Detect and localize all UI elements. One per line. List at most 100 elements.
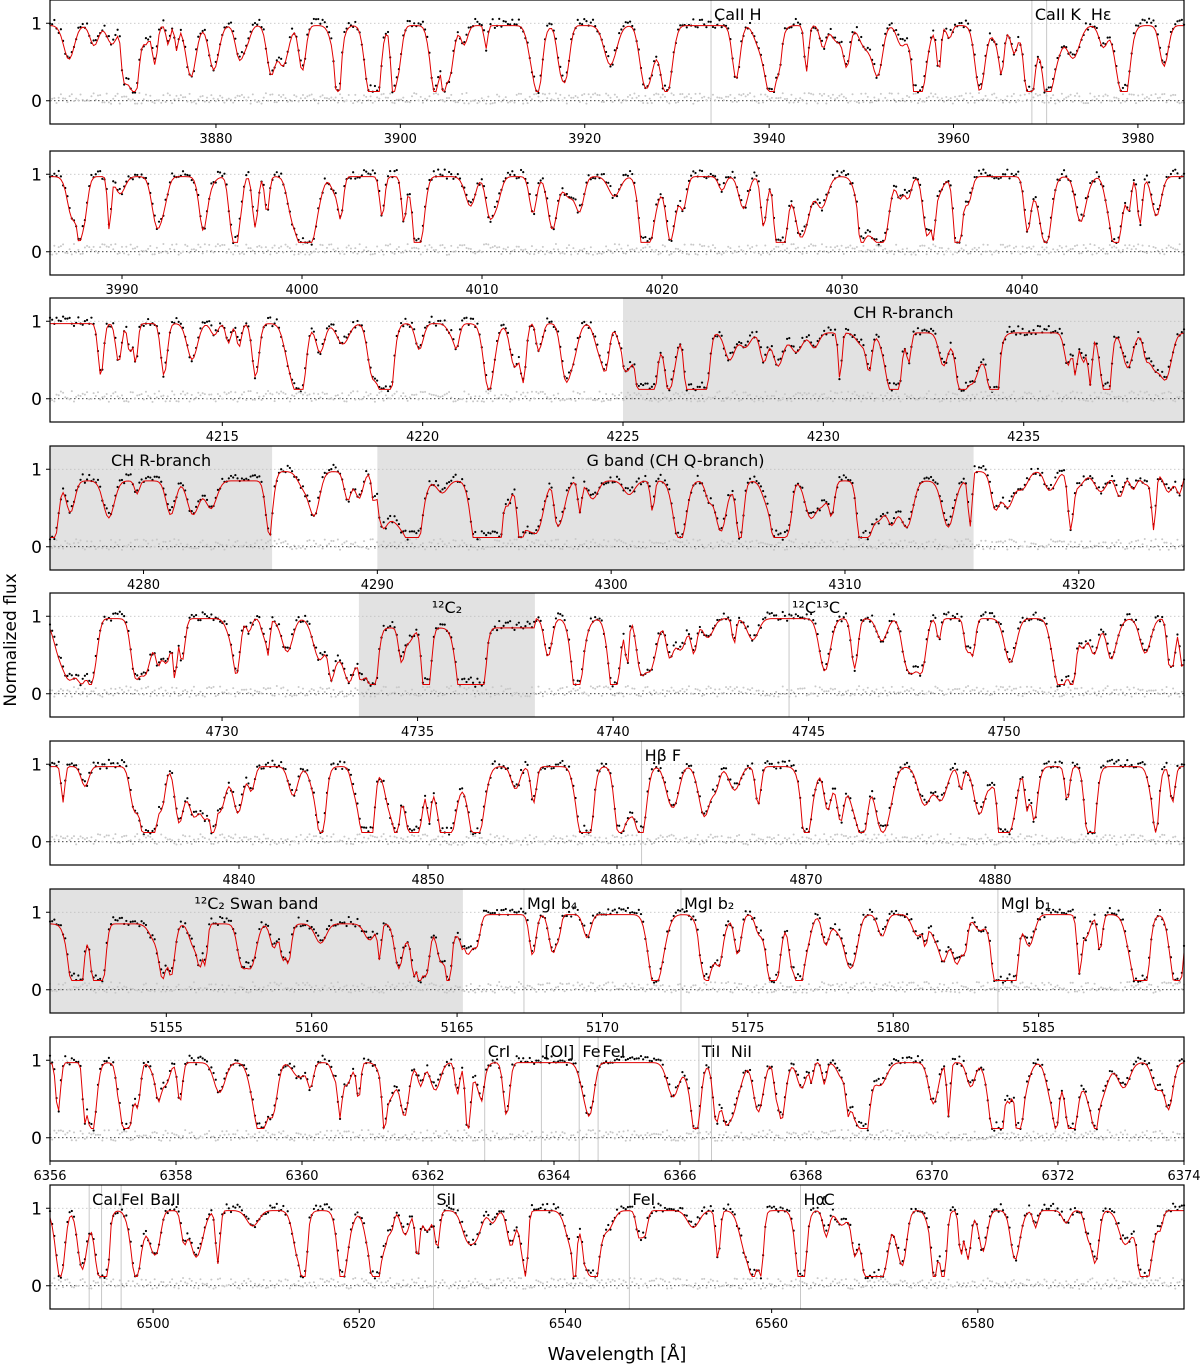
x-tick-label: 4860 (600, 873, 633, 888)
x-tick-label: 5165 (441, 1021, 474, 1036)
x-tick-label: 4030 (825, 283, 858, 298)
line-label: CaII K (1035, 5, 1082, 24)
y-axis-label: Normalized flux (1, 573, 21, 706)
x-tick-label: 4235 (1007, 430, 1040, 445)
model-spectrum-line (50, 471, 1185, 538)
x-tick-label: 6360 (285, 1169, 318, 1184)
model-spectrum-line (49, 914, 1185, 981)
spectrum-panel-2: 0 1 3990 4000 4010 4020 4030 4040 (31, 150, 1186, 298)
line-label: MgI b₁ (1001, 894, 1051, 913)
line-label: Hβ F (645, 746, 682, 765)
x-tick-label: 4740 (597, 725, 630, 740)
x-tick-label: 5160 (295, 1021, 328, 1036)
x-tick-label: 6366 (663, 1169, 696, 1184)
model-spectrum-line (49, 1062, 1185, 1131)
residual-points (49, 833, 1185, 846)
model-spectrum-line (50, 323, 1185, 391)
residual-points (49, 981, 1185, 994)
shaded-region-label: ¹²C₂ Swan band (194, 894, 318, 913)
panel-frame (49, 0, 1185, 125)
x-tick-label: 4745 (792, 725, 825, 740)
shaded-region-label: G band (CH Q-branch) (586, 451, 764, 470)
x-tick-label: 4280 (127, 578, 160, 593)
shaded-region-label: ¹²C₂ (432, 598, 462, 617)
model-spectrum-line (49, 618, 1185, 685)
y-tick-label: 1 (31, 1051, 42, 1071)
panel-frame (49, 592, 1185, 718)
x-tick-label: 3880 (199, 132, 232, 147)
panel-frame (49, 1036, 1185, 1162)
x-tick-label: 6500 (137, 1317, 170, 1332)
model-spectrum-line (49, 1210, 1184, 1278)
x-tick-label: 4735 (401, 725, 434, 740)
x-tick-label: 6580 (961, 1317, 994, 1332)
x-tick-label: 3920 (568, 132, 601, 147)
x-tick-label: 3980 (1121, 132, 1154, 147)
residual-points (49, 1277, 1185, 1290)
x-tick-label: 4320 (1062, 578, 1095, 593)
x-tick-label: 5175 (731, 1021, 764, 1036)
line-label: CaII H (714, 5, 762, 24)
x-tick-label: 3990 (105, 283, 138, 298)
y-tick-label: 0 (31, 685, 42, 705)
shaded-region-1 (358, 593, 535, 717)
residual-points (49, 685, 1185, 698)
y-tick-label: 0 (31, 538, 42, 558)
line-label: CaI (92, 1190, 118, 1209)
y-tick-label: 1 (31, 165, 42, 185)
panel-frame (49, 297, 1185, 423)
y-tick-label: 0 (31, 243, 42, 263)
spectrum-panel-7: 0 1 5155 5160 5165 5170 5175 5180 5185 ¹²C₂ Swan … (31, 888, 1186, 1036)
line-label: BaII (150, 1190, 180, 1209)
x-tick-label: 4290 (361, 578, 394, 593)
x-tick-label: 4000 (285, 283, 318, 298)
y-tick-label: 1 (31, 903, 42, 923)
x-tick-label: 4220 (406, 430, 439, 445)
panel-frame (49, 1184, 1185, 1310)
model-spectrum-line (49, 25, 1184, 93)
line-label: [OI] (544, 1042, 574, 1061)
y-tick-label: 1 (31, 312, 42, 332)
x-tick-label: 4840 (222, 873, 255, 888)
y-tick-label: 0 (31, 390, 42, 410)
observed-flux-points (48, 1202, 1186, 1280)
x-tick-label: 4750 (988, 725, 1021, 740)
y-tick-label: 0 (31, 1129, 42, 1149)
line-label: CrI (488, 1042, 510, 1061)
x-tick-label: 6520 (343, 1317, 376, 1332)
spectrum-panel-4: 0 1 4280 4290 4300 4310 4320 CH R-branch G band … (31, 445, 1186, 593)
spectrum-panel-3: 0 1 4215 4220 4225 4230 4235 CH R-branch (31, 297, 1186, 445)
x-tick-label: 6540 (549, 1317, 582, 1332)
y-tick-label: 0 (31, 92, 42, 112)
line-label: SiI (436, 1190, 455, 1209)
residual-points (49, 390, 1185, 403)
y-tick-label: 0 (31, 1277, 42, 1297)
line-label: Hα (804, 1190, 827, 1209)
x-tick-label: 4225 (606, 430, 639, 445)
line-label: FeI (602, 1042, 625, 1061)
x-tick-label: 6368 (789, 1169, 822, 1184)
residual-points (49, 1129, 1185, 1142)
shaded-region-1 (50, 889, 463, 1013)
panel-frame (49, 150, 1185, 276)
x-tick-label: 6362 (411, 1169, 444, 1184)
line-label: Fe (582, 1042, 600, 1061)
line-label: Hε (1091, 5, 1112, 24)
panel-frame (49, 740, 1185, 866)
spectrum-panel-6: 0 1 4840 4850 4860 4870 4880 Hβ F (31, 740, 1186, 888)
line-label: TiI (701, 1042, 720, 1061)
y-tick-label: 0 (31, 833, 42, 853)
y-tick-label: 0 (31, 981, 42, 1001)
panel-frame (49, 445, 1185, 571)
observed-flux-points (48, 17, 1186, 95)
x-tick-label: 4040 (1005, 283, 1038, 298)
x-tick-label: 4215 (206, 430, 239, 445)
shaded-region-1 (623, 298, 1184, 422)
x-tick-label: 3940 (753, 132, 786, 147)
x-tick-label: 4010 (465, 283, 498, 298)
x-tick-label: 6370 (915, 1169, 948, 1184)
line-label: MgI b₄ (527, 894, 577, 913)
x-tick-label: 6372 (1041, 1169, 1074, 1184)
panel-frame (49, 888, 1185, 1014)
line-label: C (824, 1190, 835, 1209)
